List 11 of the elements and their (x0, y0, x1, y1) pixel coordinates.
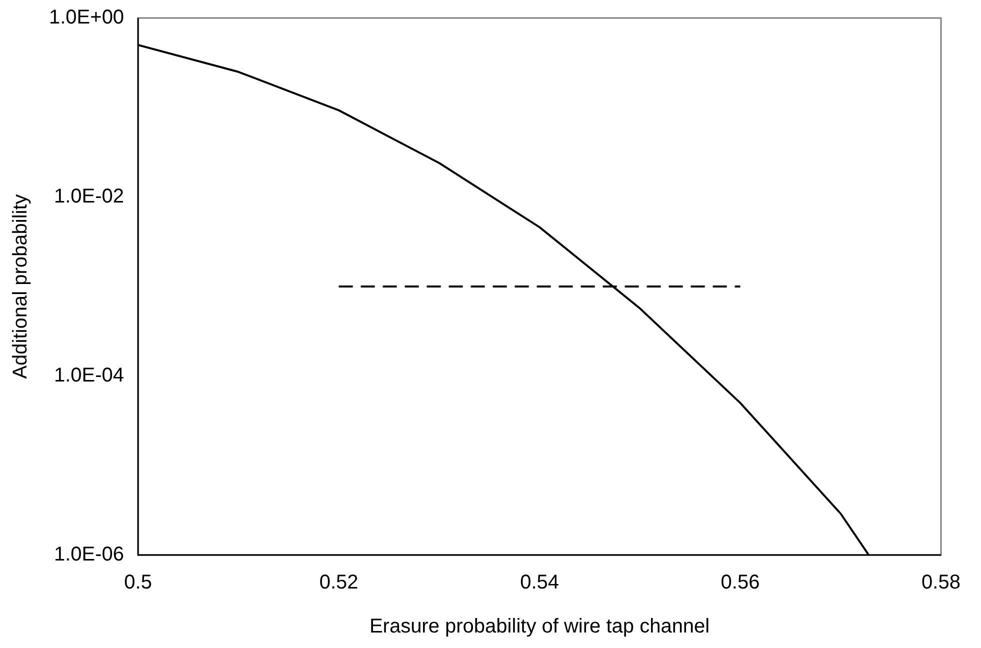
y-tick-label: 1.0E-06 (54, 544, 124, 566)
x-tick-label: 0.5 (124, 572, 152, 594)
x-tick-label: 0.56 (720, 572, 760, 594)
y-axis-title: Additional probability (10, 194, 32, 379)
x-tick-label: 0.54 (520, 572, 560, 594)
x-axis-title: Erasure probability of wire tap channel (369, 616, 710, 638)
y-tick-label: 1.0E-04 (54, 364, 124, 387)
y-tick-label: 1.0E+00 (48, 6, 124, 29)
x-tick-label: 0.52 (319, 572, 358, 594)
x-tick-label: 0.58 (922, 572, 960, 594)
y-tick-label: 1.0E-02 (54, 186, 124, 208)
